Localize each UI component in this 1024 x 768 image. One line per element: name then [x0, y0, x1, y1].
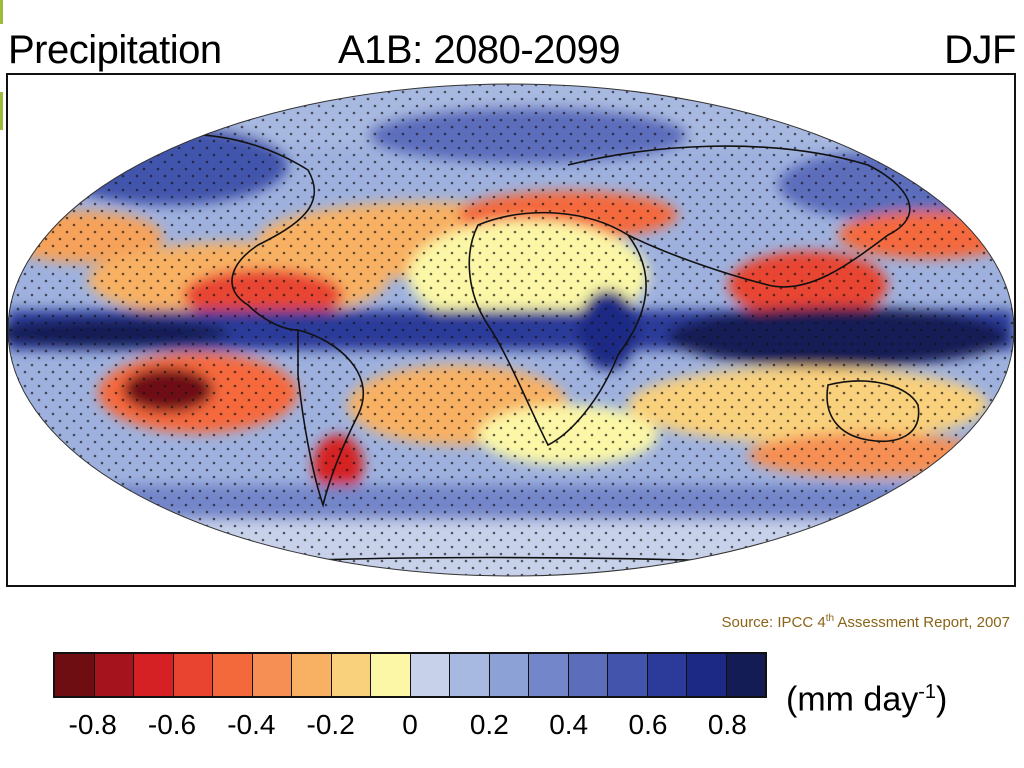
colorbar-swatch [489, 654, 529, 696]
map-globe-outline [8, 83, 1014, 577]
colorbar-tick-label: -0.2 [306, 709, 355, 740]
colorbar-swatch [726, 654, 765, 696]
colorbar-swatch [292, 654, 332, 696]
source-prefix: Source: IPCC 4 [721, 614, 826, 631]
colorbar-swatch [331, 654, 371, 696]
units-exponent: -1 [918, 681, 937, 703]
map-title-variable: Precipitation [8, 28, 222, 72]
colorbar-tick-label: 0.6 [628, 709, 668, 740]
map-frame [6, 73, 1016, 587]
colorbar-swatch [529, 654, 569, 696]
colorbar-swatch [450, 654, 490, 696]
colorbar-swatch [647, 654, 687, 696]
precipitation-map [8, 83, 1014, 577]
colorbar-swatch [371, 654, 411, 696]
colorbar-swatch [252, 654, 292, 696]
colorbar-tick-label: 0.8 [707, 709, 747, 740]
colorbar-tick-label: -0.6 [147, 709, 197, 740]
colorbar-swatch [608, 654, 648, 696]
source-superscript: th [825, 613, 835, 624]
map-field [8, 84, 1014, 576]
colorbar-swatch [173, 654, 213, 696]
colorbar-swatch [410, 654, 450, 696]
map-title-season: DJF [944, 28, 1016, 72]
units-main: (mm day [786, 680, 919, 719]
accent-bar-bottom [0, 92, 3, 130]
colorbar-swatch [568, 654, 608, 696]
colorbar-units: (mm day-1) [786, 672, 947, 719]
source-suffix: Assessment Report, 2007 [834, 614, 1010, 631]
colorbar-swatch [213, 654, 253, 696]
colorbar-tick-label: 0.2 [469, 709, 509, 740]
accent-bar-top [0, 0, 3, 24]
colorbar-tick-label: -0.8 [68, 709, 117, 740]
colorbar-swatch [94, 654, 134, 696]
colorbar-swatch [134, 654, 174, 696]
source-citation: Source: IPCC 4th Assessment Report, 2007 [722, 613, 1011, 631]
colorbar-tick-label: -0.4 [227, 709, 276, 740]
units-close: ) [936, 680, 948, 719]
colorbar-swatch [55, 654, 95, 696]
colorbar [53, 652, 767, 698]
colorbar-tick-label: 0.4 [549, 709, 589, 740]
colorbar-tick-label: 0 [402, 709, 418, 740]
map-title-scenario: A1B: 2080-2099 [338, 28, 621, 72]
colorbar-swatch [687, 654, 727, 696]
